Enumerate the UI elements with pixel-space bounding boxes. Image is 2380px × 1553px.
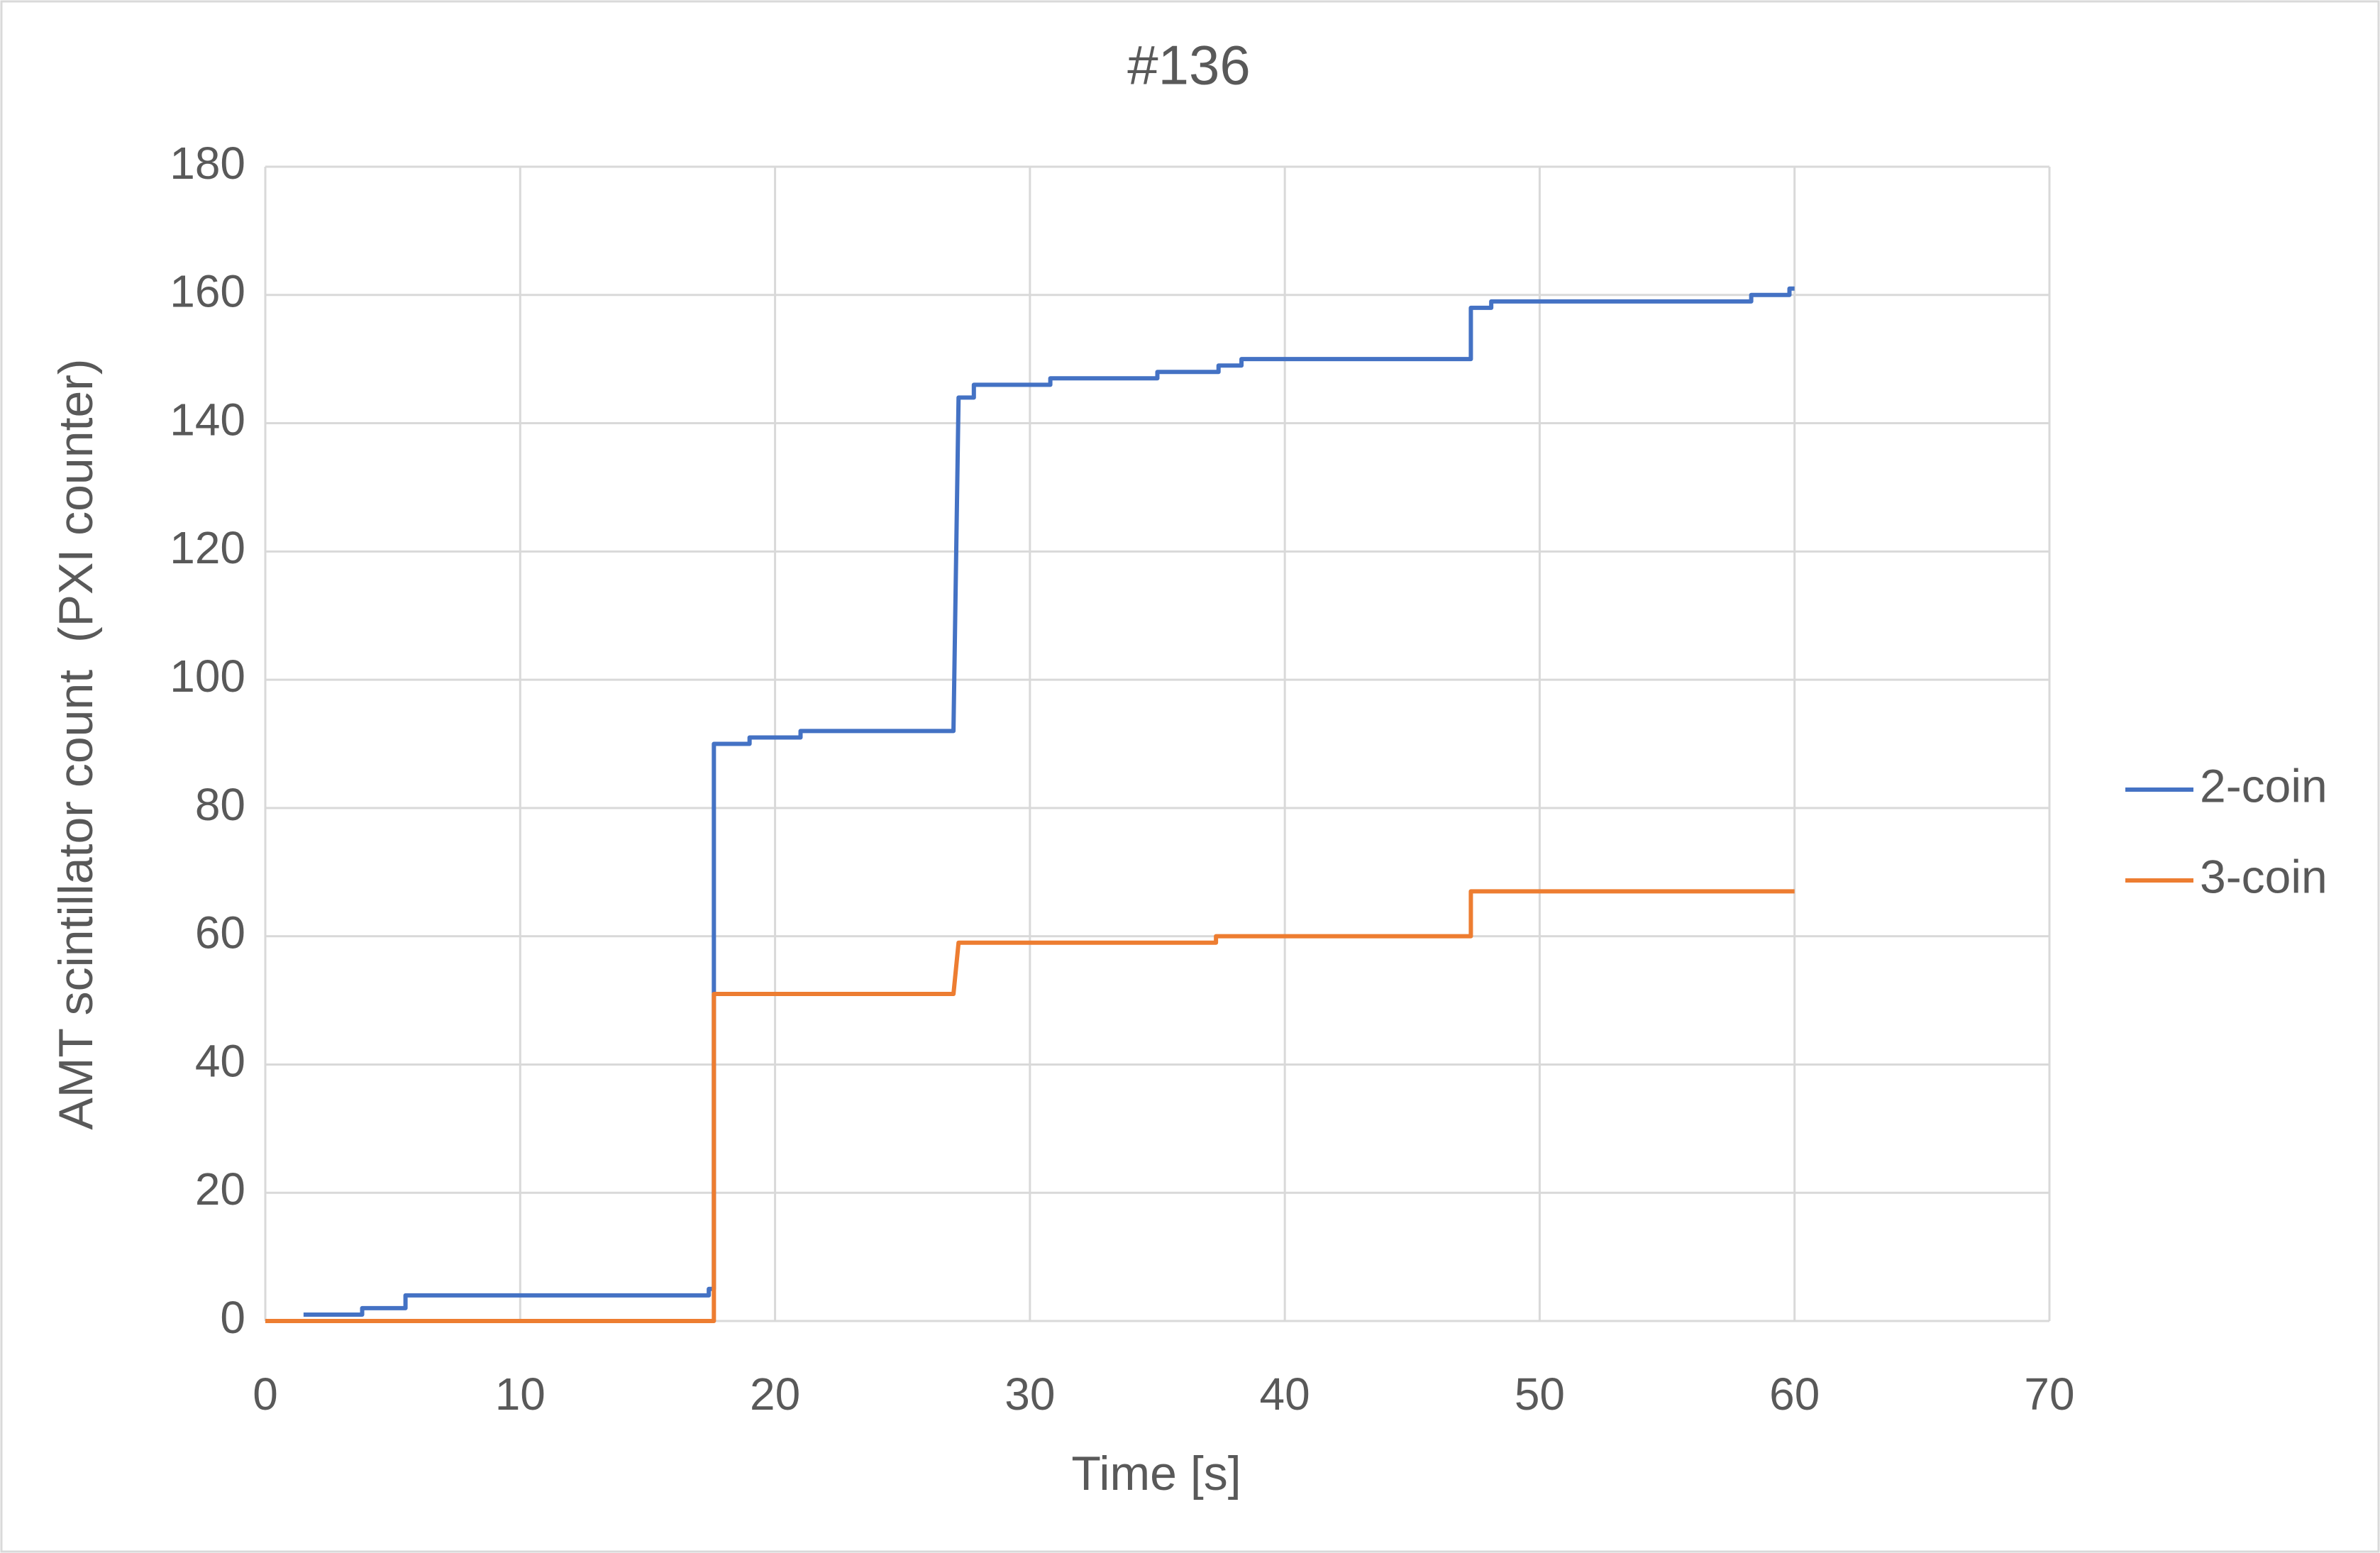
y-tick-label: 120 <box>170 522 245 573</box>
x-tick-label: 30 <box>1004 1369 1055 1420</box>
y-tick-label: 80 <box>195 779 245 830</box>
x-tick-label: 70 <box>2024 1369 2074 1420</box>
legend-label: 3-coin <box>2200 850 2328 902</box>
x-tick-label: 50 <box>1515 1369 1565 1420</box>
y-tick-label: 60 <box>195 907 245 958</box>
y-tick-label: 40 <box>195 1035 245 1086</box>
chart-title: #136 <box>1127 34 1251 96</box>
y-tick-label: 140 <box>170 394 245 445</box>
y-axis-title: AMT scintillator count (PXI counter) <box>49 358 103 1129</box>
y-tick-label: 20 <box>195 1164 245 1215</box>
y-tick-label: 180 <box>170 138 245 189</box>
x-tick-label: 60 <box>1769 1369 1820 1420</box>
y-tick-label: 0 <box>220 1292 245 1343</box>
x-tick-label: 0 <box>253 1369 278 1420</box>
x-tick-label: 10 <box>495 1369 546 1420</box>
y-tick-label: 100 <box>170 651 245 702</box>
y-tick-label: 160 <box>170 266 245 317</box>
legend-label: 2-coin <box>2200 759 2328 812</box>
x-tick-label: 20 <box>750 1369 800 1420</box>
x-axis-title: Time [s] <box>1071 1447 1241 1501</box>
data-line <box>265 889 1795 1323</box>
x-tick-label: 40 <box>1260 1369 1310 1420</box>
data-line <box>303 286 1795 1317</box>
